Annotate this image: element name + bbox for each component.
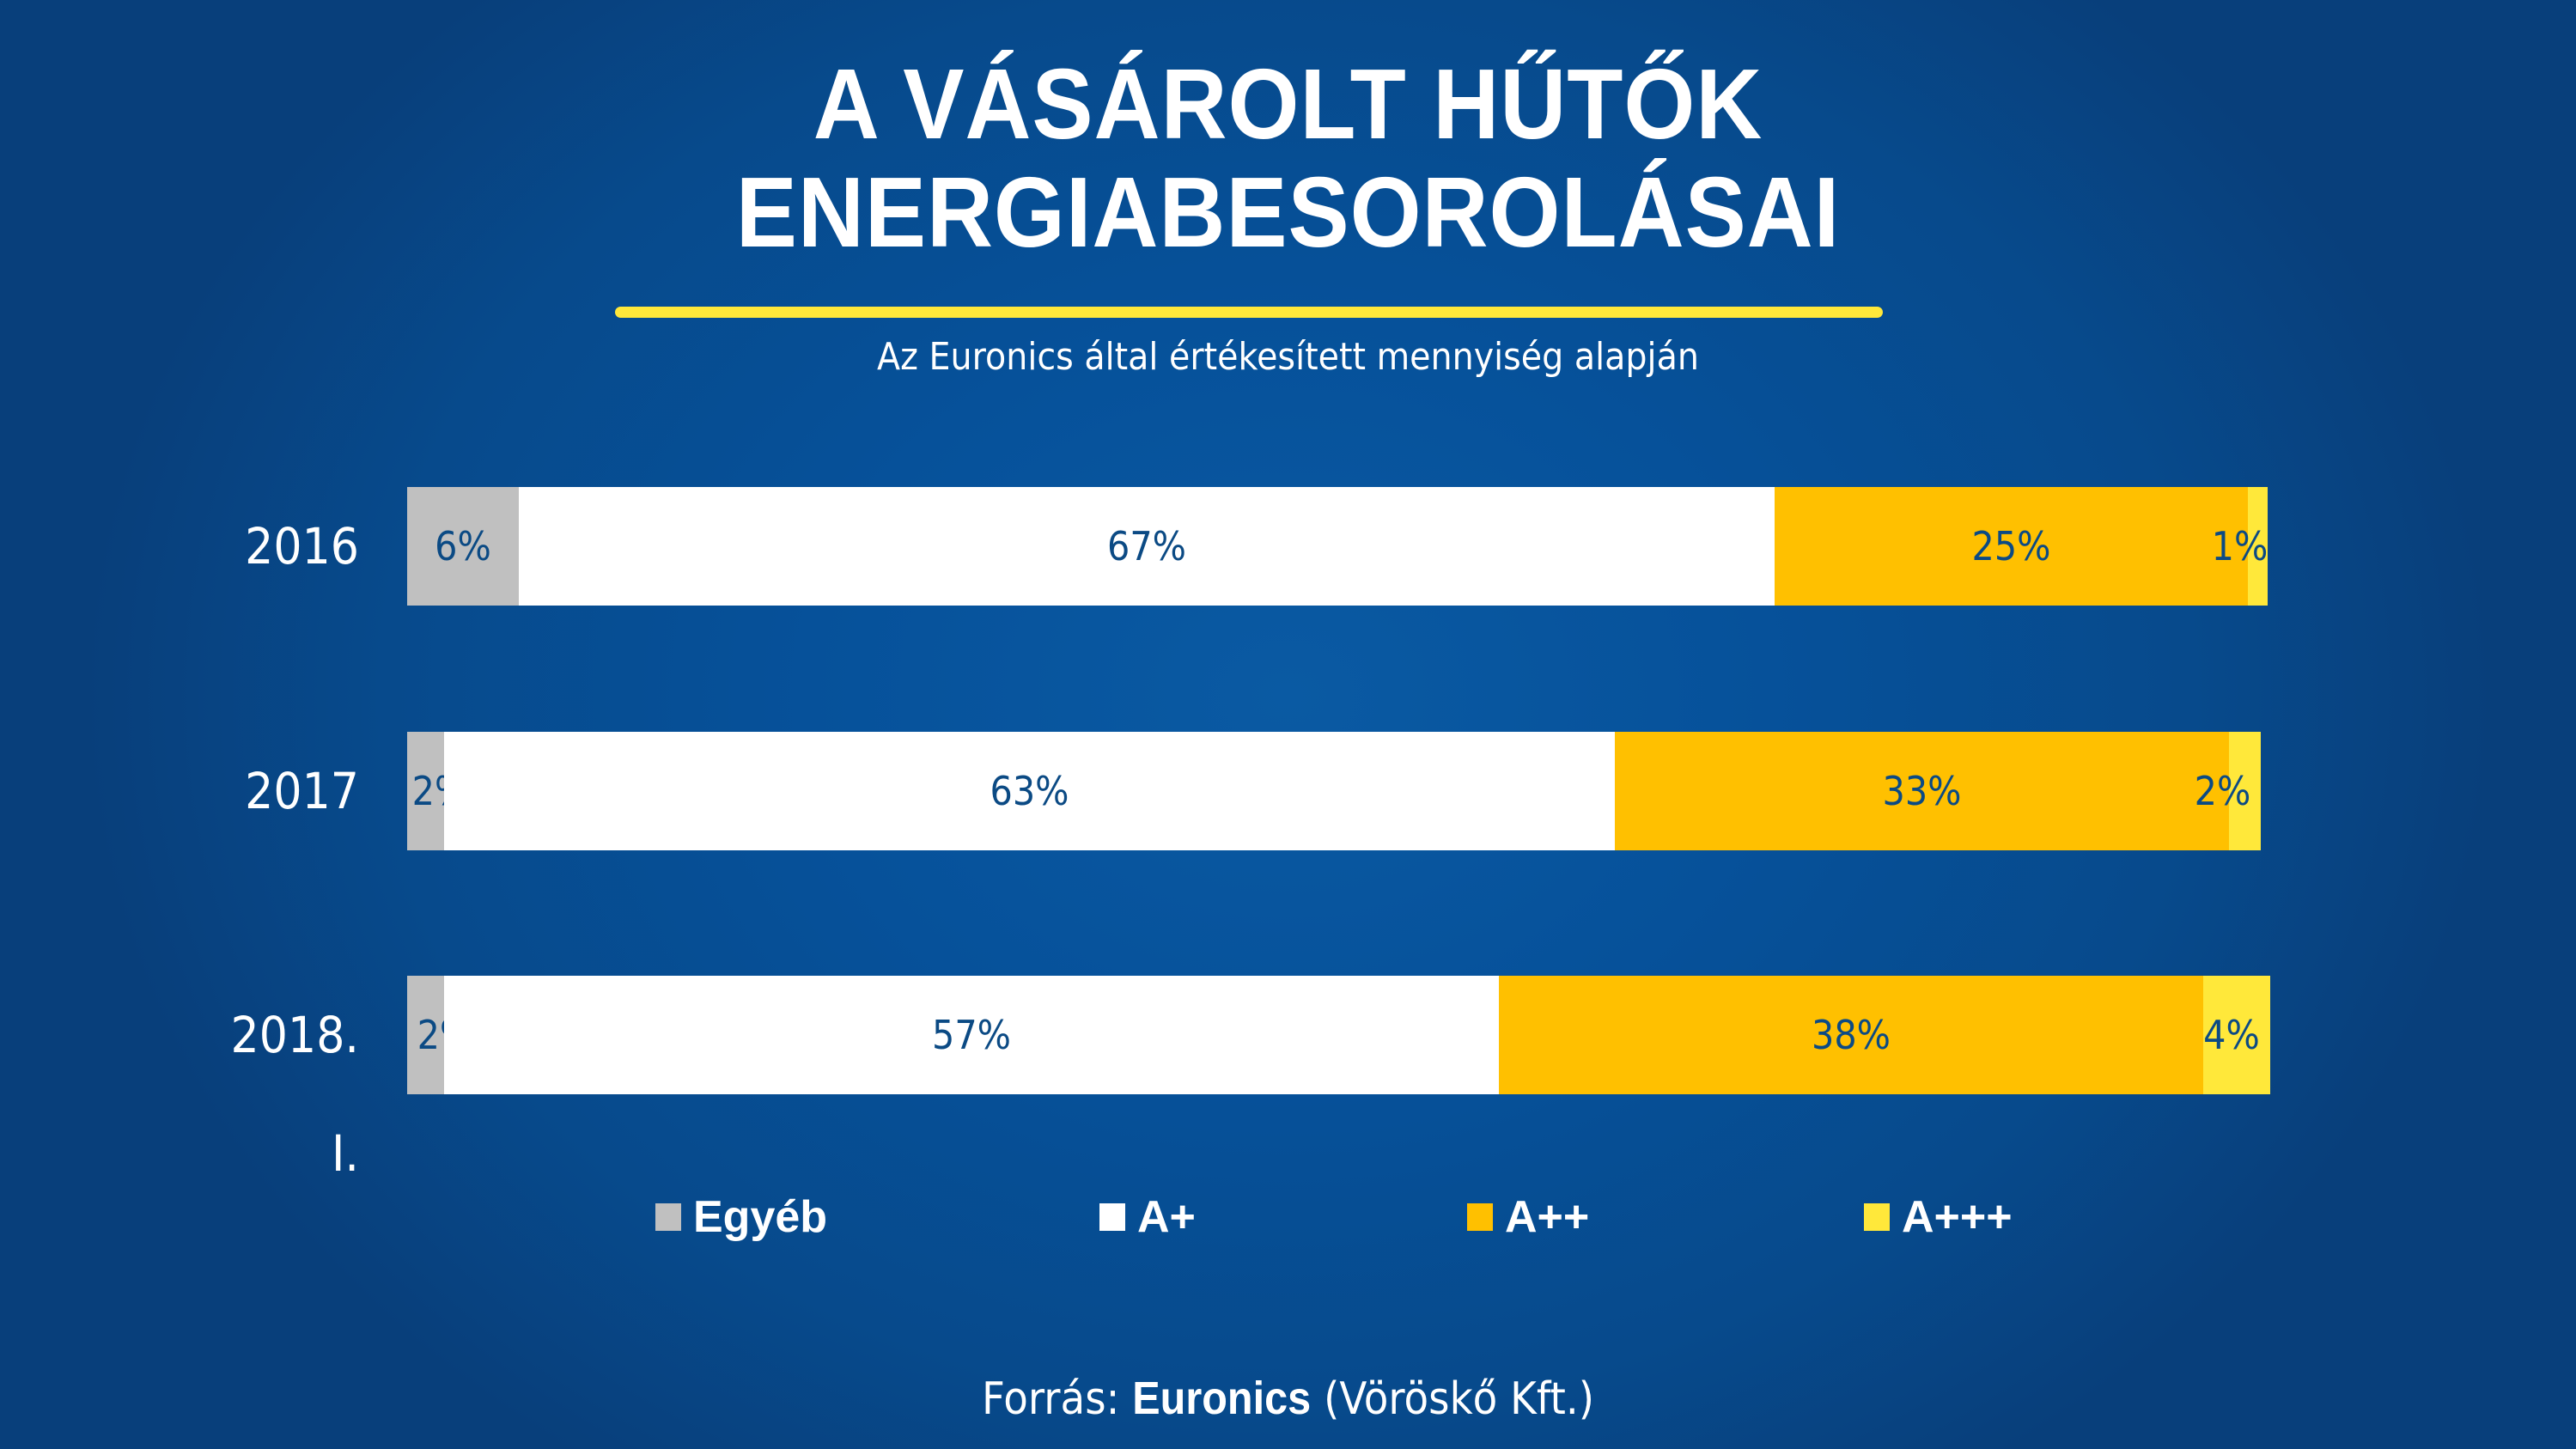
bar-2017: 2% 63% 33% 2% <box>407 732 2261 850</box>
bar-2016: 6% 67% 25% 1% <box>407 487 2268 606</box>
legend-item-a-plus-plus-plus: A+++ <box>1864 1192 2013 1242</box>
segment-a-plus-plus: 38% <box>1499 976 2203 1094</box>
legend-item-a-plus-plus: A++ <box>1467 1192 1590 1242</box>
legend-label: Egyéb <box>693 1192 828 1242</box>
segment-egyeb: 2% <box>407 732 468 850</box>
segment-value: 1% <box>2211 523 2268 569</box>
legend-item-a-plus: A+ <box>1099 1192 1196 1242</box>
segment-value: 4% <box>2203 1012 2260 1058</box>
row-label-2016: 2016 <box>245 517 359 575</box>
source-suffix: (Vöröskő Kft.) <box>1311 1373 1595 1425</box>
source-brand: Euronics <box>1132 1373 1312 1424</box>
segment-a-plus: 57% <box>444 976 1499 1094</box>
segment-egyeb: 6% <box>407 487 519 606</box>
segment-a-plus-plus-plus: 1% <box>2212 487 2268 606</box>
legend-label: A+ <box>1137 1192 1196 1242</box>
legend-label: A++ <box>1505 1192 1590 1242</box>
segment-egyeb: 2% <box>407 976 473 1094</box>
segment-value: 63% <box>990 768 1069 814</box>
segment-a-plus-plus: 33% <box>1615 732 2229 850</box>
source-prefix: Forrás: <box>981 1373 1133 1425</box>
segment-value: 67% <box>1106 523 1187 569</box>
chart-title-line1: A VÁSÁROLT HŰTŐK <box>813 48 1763 160</box>
segment-value: 38% <box>1811 1012 1891 1058</box>
chart-subtitle: Az Euronics által értékesített mennyiség… <box>877 335 1699 379</box>
row-label-2017: 2017 <box>245 762 359 820</box>
segment-a-plus-plus-plus: 2% <box>2195 732 2261 850</box>
title-underline <box>615 307 1883 318</box>
legend-swatch-a-plus-plus <box>1467 1203 1493 1231</box>
legend-swatch-a-plus-plus-plus <box>1864 1203 1890 1231</box>
legend-item-egyeb: Egyéb <box>655 1192 828 1242</box>
source-note: Forrás: Euronics (Vöröskő Kft.) <box>129 1371 2447 1427</box>
segment-value: 25% <box>1971 523 2051 569</box>
row-label-2018-i: 2018. I. <box>230 1006 359 1183</box>
segment-a-plus: 67% <box>519 487 1775 606</box>
legend-swatch-egyeb <box>655 1203 681 1231</box>
chart-title: A VÁSÁROLT HŰTŐK ENERGIABESOROLÁSAI <box>103 50 2473 266</box>
legend-swatch-a-plus <box>1099 1203 1125 1231</box>
segment-a-plus-plus: 25% <box>1775 487 2248 606</box>
segment-value: 6% <box>435 523 491 569</box>
segment-a-plus-plus-plus: 4% <box>2203 976 2270 1094</box>
chart-title-line2: ENERGIABESOROLÁSAI <box>735 156 1841 268</box>
segment-value: 2% <box>2194 768 2251 814</box>
legend-label: A+++ <box>1902 1192 2013 1242</box>
bar-2018-i: 2% 57% 38% 4% <box>407 976 2270 1094</box>
segment-value: 33% <box>1882 768 1962 814</box>
segment-value: 57% <box>931 1012 1012 1058</box>
segment-a-plus: 63% <box>444 732 1615 850</box>
